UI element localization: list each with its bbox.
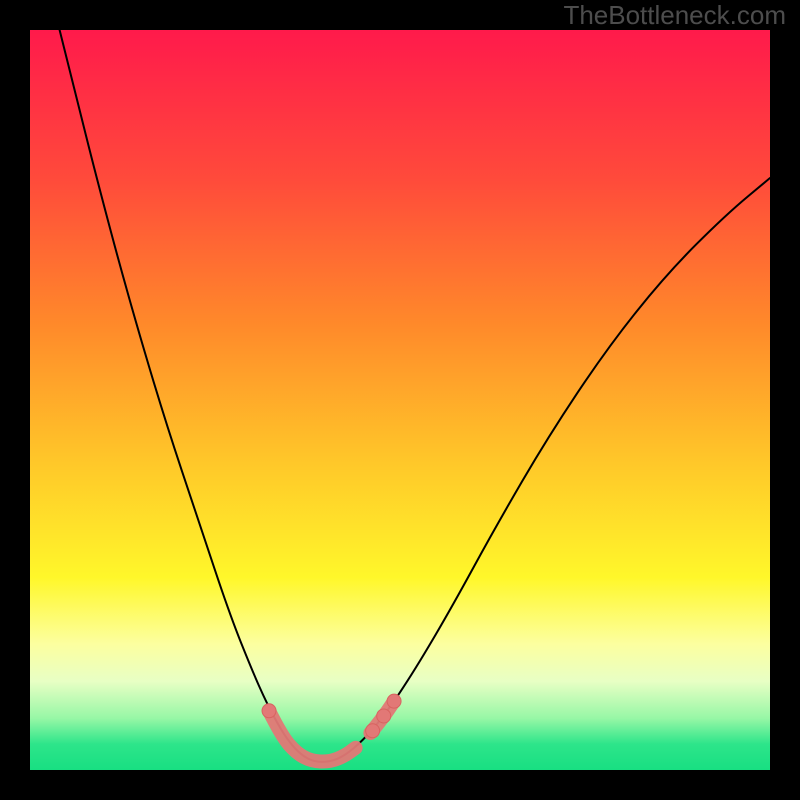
bottleneck-curve [60, 30, 770, 762]
plot-area [30, 30, 770, 770]
marker-dot-1 [366, 724, 380, 738]
marker-dot-2 [377, 709, 391, 723]
watermark-text: TheBottleneck.com [563, 0, 786, 31]
marker-dot-0 [262, 704, 276, 718]
marker-segment-0 [269, 711, 356, 762]
marker-dot-3 [387, 694, 401, 708]
plot-svg [30, 30, 770, 770]
